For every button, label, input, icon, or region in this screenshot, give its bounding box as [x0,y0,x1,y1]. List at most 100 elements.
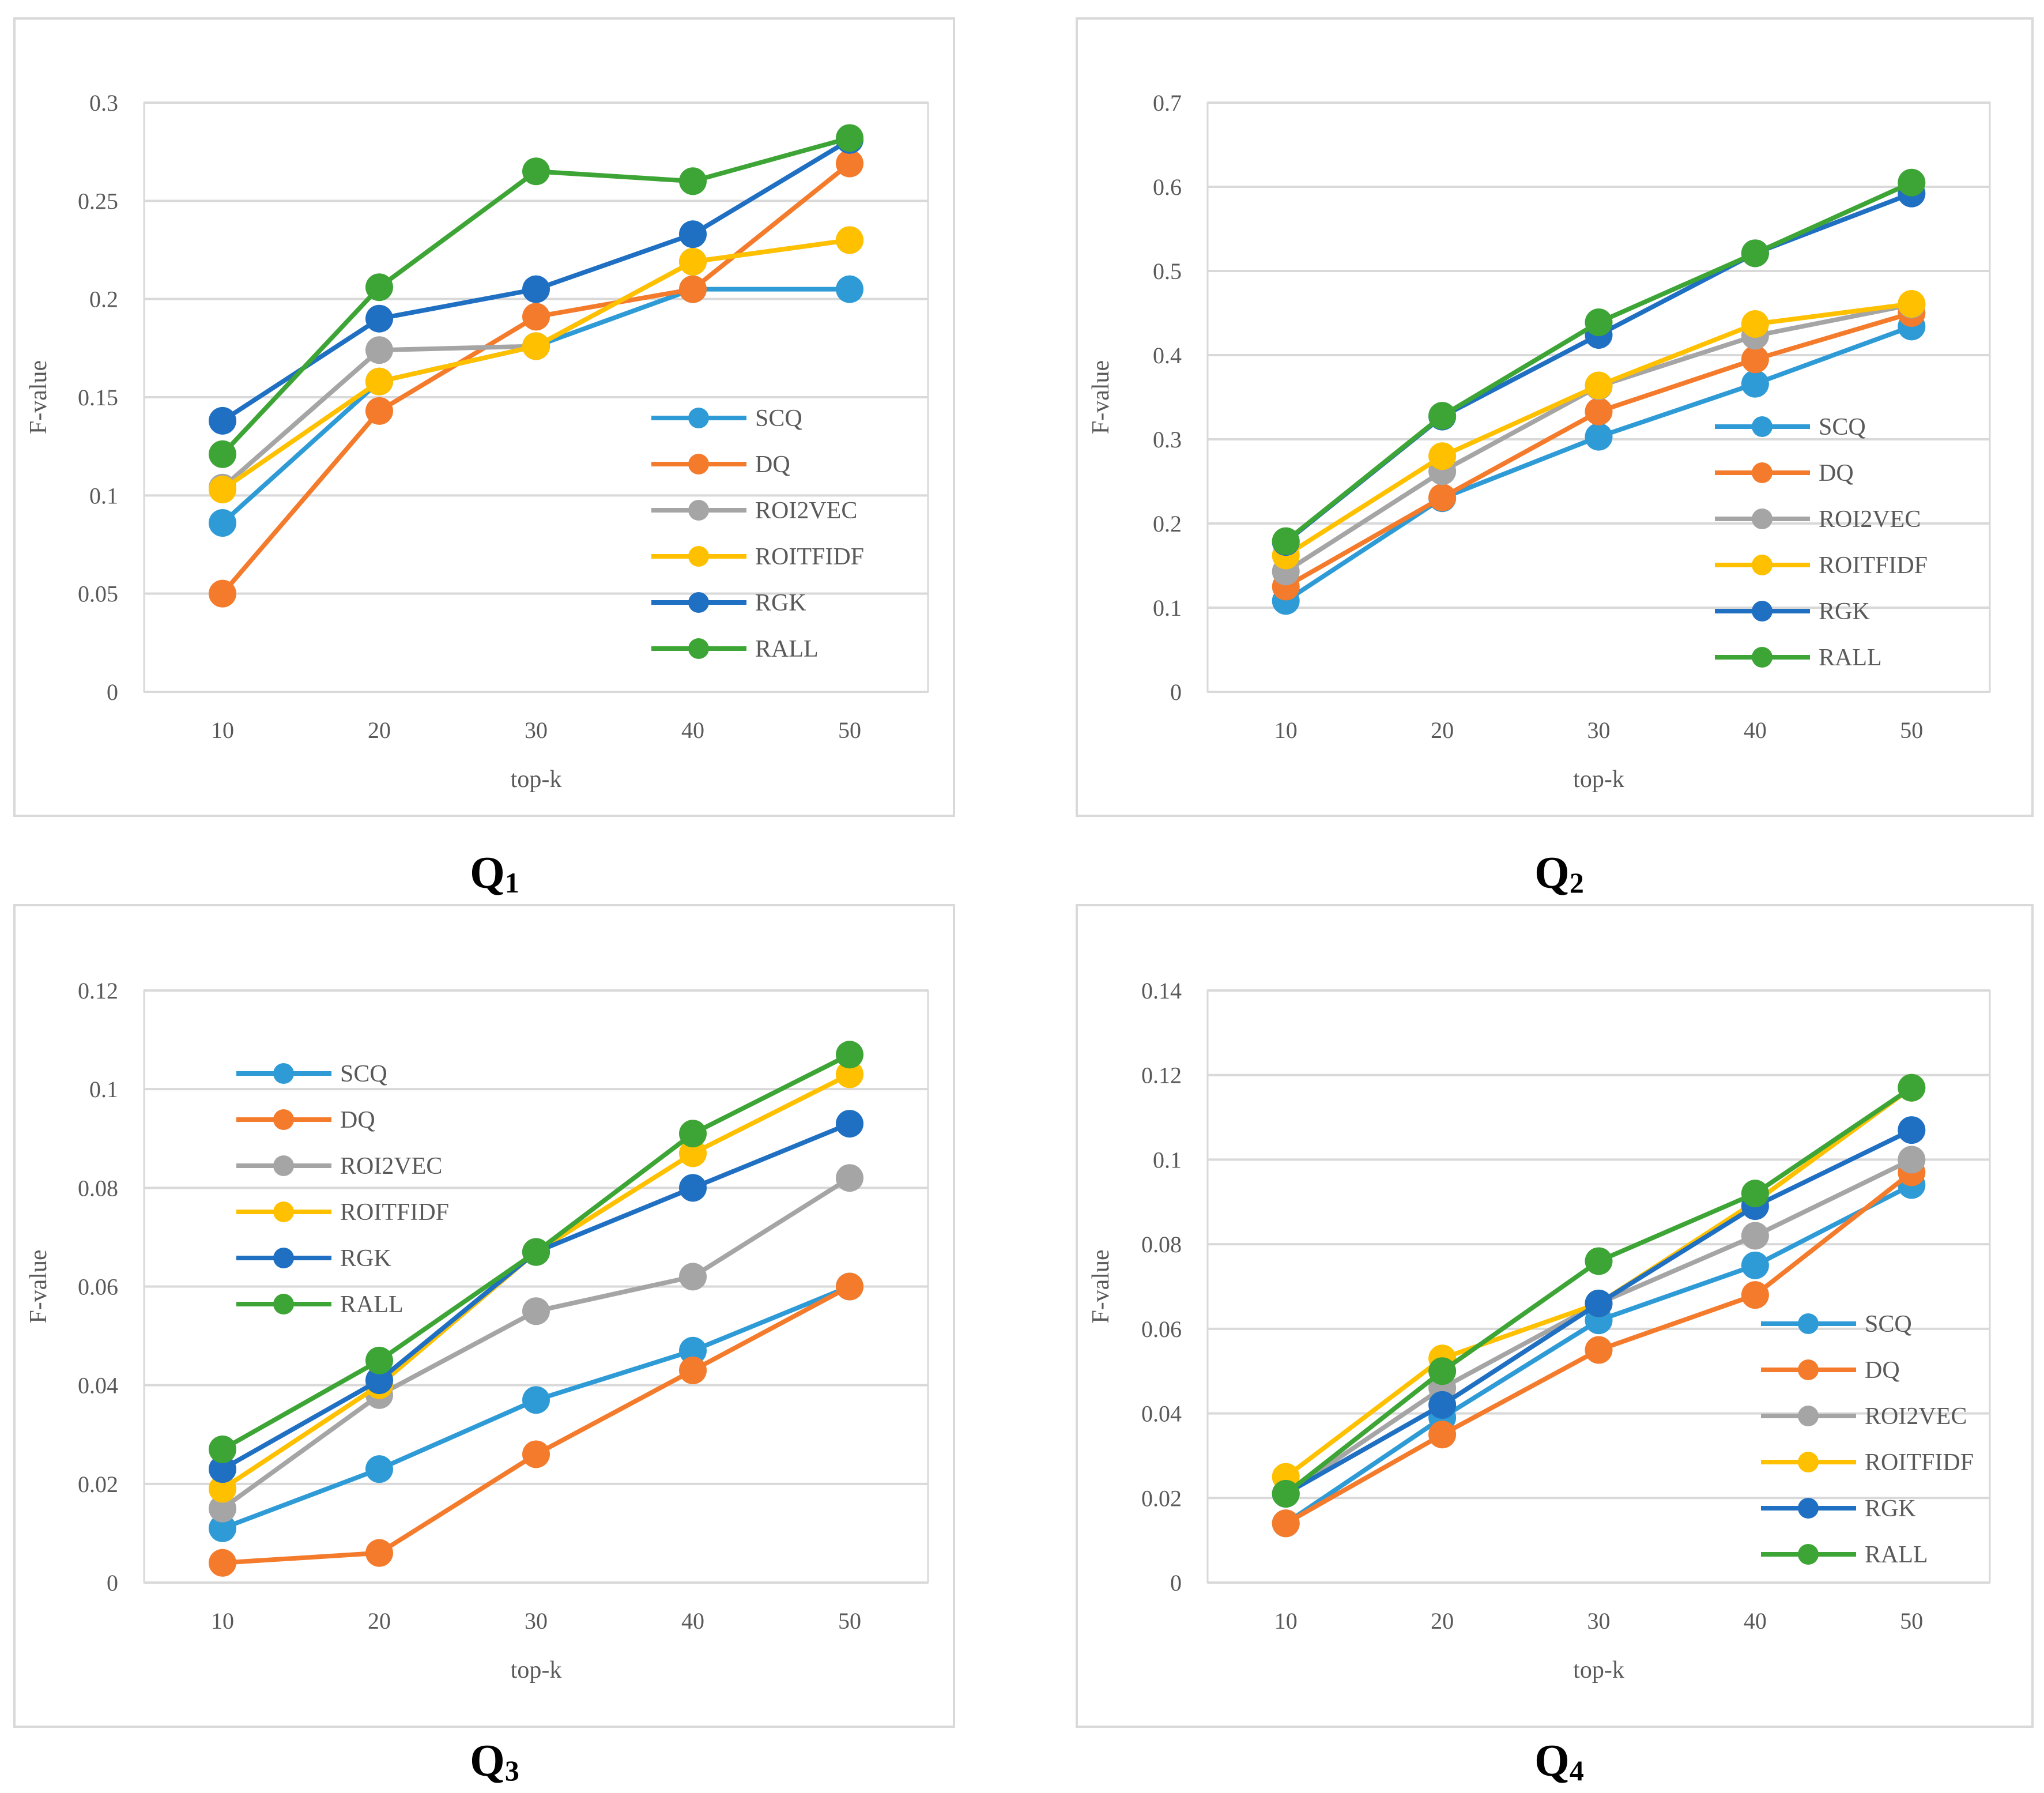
data-point-scq [836,275,863,303]
data-point-roi2vec [365,336,393,364]
y-tick-label: 0.1 [89,483,118,508]
x-tick-label: 50 [838,717,861,743]
y-axis-title: F-value [1088,360,1114,434]
y-tick-label: 0.04 [78,1373,118,1399]
data-point-rall [1272,1479,1300,1508]
caption-main: Q [1534,1735,1570,1786]
data-point-roitfidf [836,226,863,254]
y-axis-title: F-value [1088,1249,1114,1323]
data-point-dq [1272,1509,1300,1538]
x-tick-label: 40 [681,717,704,743]
data-point-rgk [209,406,236,435]
x-tick-label: 30 [1587,1608,1611,1634]
legend-item: ROITFIDF [1761,1449,1974,1476]
x-tick-label: 10 [211,717,234,743]
legend: SCQ DQ ROI2VEC ROITFIDF RGK RALL [651,405,864,662]
legend-item: ROITFIDF [651,544,864,570]
data-point-roi2vec [522,1297,550,1325]
chart-panel-4: 0 0.02 0.04 0.06 0.08 0.1 0.12 0.14 10 20 30 40 50 to… [1076,904,2034,1787]
legend-label: SCQ [1819,414,1866,440]
legend-label: DQ [340,1107,375,1133]
legend-label: RALL [755,636,819,662]
data-point-rall [1898,1073,1926,1102]
y-tick-label: 0.06 [78,1274,118,1300]
x-tick-label: 10 [1274,717,1298,743]
data-point-dq [836,1272,863,1301]
data-point-dq [209,579,236,608]
legend-swatch-marker [1752,416,1773,437]
legend-item: DQ [236,1107,375,1133]
y-tick-label: 0.5 [1153,258,1182,284]
legend-swatch-marker [688,500,709,521]
data-point-rall [1585,308,1613,337]
data-point-rall [1585,1247,1613,1275]
legend-swatch-marker [1752,508,1773,529]
y-tick-label: 0.06 [1141,1316,1182,1342]
data-point-rall [522,1238,550,1266]
legend-item: ROI2VEC [236,1153,442,1180]
data-point-roi2vec [679,1263,707,1291]
data-point-roi2vec [209,1494,236,1523]
data-point-dq [1741,345,1769,374]
data-point-roitfidf [209,1475,236,1503]
data-point-scq [209,1514,236,1542]
data-point-roitfidf [1428,442,1457,470]
legend-swatch-marker [688,638,709,659]
y-tick-label: 0.1 [89,1076,118,1102]
data-point-rgk [1898,1116,1926,1144]
y-tick-label: 0.08 [1141,1231,1182,1257]
legend-swatch-marker [273,1248,294,1268]
data-point-rgk [522,275,550,303]
data-point-scq [209,509,236,537]
data-point-roitfidf [209,476,236,504]
data-point-scq [1741,1251,1769,1279]
legend: SCQ DQ ROI2VEC ROITFIDF RGK RALL [236,1061,449,1318]
y-tick-label: 0.1 [1153,1147,1182,1173]
data-point-rgk [365,304,393,333]
chart-frame [13,904,955,1728]
legend-label: DQ [755,451,790,478]
data-point-scq [1585,423,1613,451]
x-tick-label: 20 [368,717,391,743]
x-tick-label: 50 [1900,717,1923,743]
legend-label: DQ [1865,1357,1900,1384]
legend-swatch-marker [1752,555,1773,575]
y-tick-label: 0.1 [1153,595,1182,621]
legend-item: RALL [1715,645,1882,671]
x-tick-label: 20 [1431,1608,1454,1634]
y-tick-label: 0.7 [1153,90,1182,116]
data-point-dq [522,1440,550,1468]
caption-main: Q [470,847,505,898]
y-tick-label: 0.05 [78,581,118,607]
y-tick-label: 0.02 [1141,1485,1182,1511]
legend-swatch-marker [273,1063,294,1084]
legend-label: RGK [755,590,806,616]
legend-swatch-marker [273,1155,294,1176]
legend-label: RALL [1865,1542,1928,1568]
data-point-dq [1428,483,1457,511]
data-point-dq [1428,1421,1457,1449]
data-point-rgk [836,1110,863,1138]
y-axis-title: F-value [25,1249,52,1323]
y-tick-label: 0.14 [1141,978,1182,1004]
legend-label: RGK [1865,1496,1916,1522]
chart-caption: Q4 [1534,1735,1584,1787]
y-tick-label: 0.3 [89,90,118,116]
legend-swatch-marker [688,546,709,567]
legend-item: RALL [236,1291,403,1318]
data-point-rall [365,1346,393,1374]
legend-swatch-marker [1798,1544,1819,1565]
chart-panel-1: 0 0.05 0.1 0.15 0.2 0.25 0.3 10 20 30 40 50 top-k F-v… [13,17,955,899]
legend-label: ROITFIDF [340,1199,449,1226]
x-tick-label: 30 [1587,717,1611,743]
legend: SCQ DQ ROI2VEC ROITFIDF RGK RALL [1715,414,1928,671]
legend-swatch-marker [273,1109,294,1130]
y-tick-label: 0.08 [78,1175,118,1201]
legend-swatch-marker [1798,1359,1819,1380]
x-tick-label: 20 [1431,717,1454,743]
data-point-scq [1741,370,1769,398]
legend-item: ROITFIDF [1715,552,1928,579]
data-point-dq [365,397,393,425]
legend-label: ROI2VEC [1865,1403,1967,1430]
data-point-rgk [365,1366,393,1395]
